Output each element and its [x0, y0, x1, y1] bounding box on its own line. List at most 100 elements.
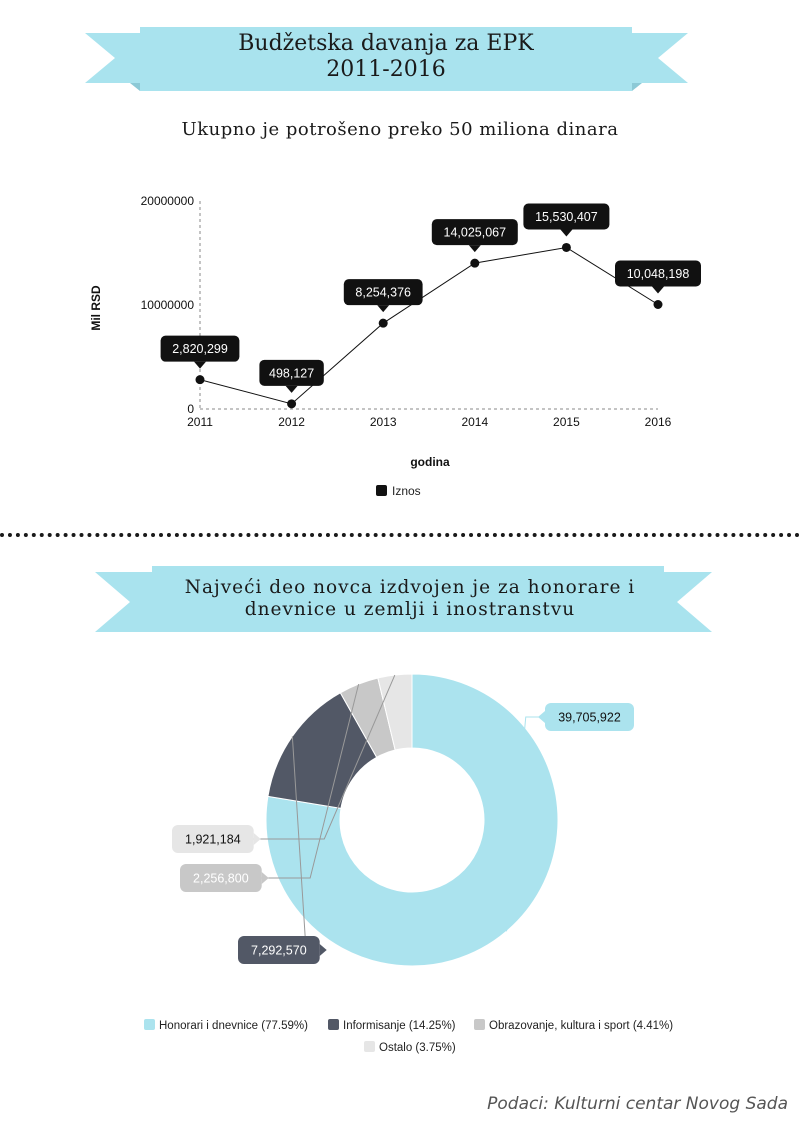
- slice-label-pointer: [538, 711, 545, 723]
- data-label-text: 15,530,407: [535, 210, 598, 224]
- legend-label: Ostalo (3.75%): [379, 1042, 456, 1054]
- data-label-box: [160, 335, 240, 362]
- data-point: [561, 242, 571, 252]
- slice-label-pointer: [261, 872, 269, 884]
- slice-label-box: [238, 936, 320, 964]
- slice-label-connector: [253, 674, 396, 840]
- y-tick-label: 20000000: [141, 194, 195, 208]
- y-tick-label: 10000000: [141, 298, 195, 312]
- top-ribbon-left-tail: [85, 33, 140, 83]
- line-chart-legend-label: Iznos: [392, 484, 421, 498]
- donut-slice: [377, 673, 413, 751]
- page-title: Budžetska davanja za EPK 2011-2016: [140, 31, 632, 83]
- legend-label: Informisanje (14.25%): [343, 1020, 456, 1032]
- middle-ribbon-left-tail: [95, 572, 160, 632]
- slice-label-connector: [261, 683, 360, 879]
- data-point: [378, 318, 388, 328]
- legend-swatch: [364, 1041, 375, 1052]
- x-tick-label: 2013: [370, 415, 397, 429]
- slice-label: 39,705,922: [506, 703, 634, 932]
- page-title-line-2: 2011-2016: [326, 57, 446, 82]
- slice-label-text: 1,921,184: [185, 833, 241, 847]
- data-point: [470, 258, 480, 268]
- line-chart-heading: Ukupno je potrošeno preko 50 miliona din…: [181, 119, 619, 140]
- legend-item: Informisanje (14.25%): [328, 1019, 456, 1032]
- line-chart-grid: [199, 201, 658, 410]
- legend-label: Obrazovanje, kultura i sport (4.41%): [489, 1020, 673, 1032]
- top-ribbon-right-fold: [632, 83, 642, 91]
- top-ribbon: [85, 27, 688, 91]
- data-label-pointer: [285, 385, 298, 393]
- x-tick-label: 2011: [187, 415, 213, 429]
- line-chart-y-axis-label: Mil RSD: [89, 285, 103, 331]
- y-tick-label: 0: [187, 402, 194, 416]
- section-divider: [0, 533, 800, 537]
- slice-label-box: [545, 703, 634, 731]
- slice-label-text: 2,256,800: [193, 872, 249, 886]
- slice-label-pointer: [319, 944, 327, 956]
- line-chart-x-ticks: 2011 2012 2013 2014 2015 2016: [187, 415, 672, 429]
- middle-ribbon-body: [152, 566, 664, 632]
- data-point: [653, 299, 663, 309]
- x-tick-label: 2015: [553, 415, 580, 429]
- data-label-pointer: [377, 305, 390, 313]
- legend-item: Ostalo (3.75%): [364, 1041, 456, 1054]
- legend-swatch: [474, 1019, 485, 1030]
- line-chart-series-line: [199, 246, 659, 405]
- data-label-box: [523, 203, 610, 230]
- data-label-pointer: [194, 361, 206, 369]
- pie-chart-heading-line-2: dnevnice u zemlji i inostranstvu: [244, 599, 576, 620]
- slice-label: 2,256,800: [180, 683, 360, 892]
- data-label-text: 498,127: [269, 366, 314, 380]
- pie-chart-heading: Najveći deo novca izdvojen je za honorar…: [160, 577, 660, 621]
- data-label-text: 8,254,376: [355, 286, 411, 300]
- data-label-pointer: [560, 229, 573, 237]
- data-label-box: [431, 219, 518, 246]
- slice-label-box: [172, 825, 254, 853]
- legend-item: Honorari i dnevnice (77.59%): [144, 1019, 308, 1032]
- slice-label-pointer: [253, 833, 261, 845]
- slice-label-text: 7,292,570: [251, 944, 307, 958]
- top-ribbon-right-tail: [632, 33, 688, 83]
- donut-slices: [265, 673, 559, 967]
- top-ribbon-body: [140, 27, 632, 91]
- top-ribbon-left-fold: [130, 83, 140, 91]
- donut-data-labels: 39,705,922 7,292,570 2,256,800 1,921,184: [172, 674, 634, 964]
- data-label-text: 10,048,198: [627, 267, 690, 281]
- data-label: 14,025,067: [431, 219, 518, 253]
- slice-label-text: 39,705,922: [558, 711, 621, 725]
- data-label-pointer: [468, 245, 481, 253]
- line-chart-legend-swatch: [376, 485, 387, 496]
- pie-chart-heading-line-1: Najveći deo novca izdvojen je za honorar…: [184, 577, 636, 598]
- x-tick-label: 2016: [645, 415, 672, 429]
- data-label-text: 2,820,299: [172, 342, 228, 356]
- donut-legend: Honorari i dnevnice (77.59%) Informisanje…: [144, 1019, 673, 1054]
- slice-label: 1,921,184: [172, 674, 396, 853]
- legend-label: Honorari i dnevnice (77.59%): [159, 1020, 308, 1032]
- middle-ribbon-right-tail: [660, 572, 712, 632]
- data-point: [195, 375, 205, 385]
- source-credit: Podaci: Kulturni centar Novog Sada: [487, 1094, 788, 1114]
- x-tick-label: 2012: [278, 415, 305, 429]
- x-tick-label: 2014: [461, 415, 488, 429]
- data-label-pointer: [652, 286, 664, 294]
- data-label: 10,048,198: [615, 260, 701, 294]
- line-chart-points: [195, 242, 663, 409]
- line-chart-data-labels: 2,820,299 498,127 8,254,376 14,025,067 15,53…: [160, 203, 701, 393]
- data-label-box: [259, 359, 324, 386]
- line-chart-y-ticks: 0 10000000 20000000: [141, 194, 195, 416]
- middle-ribbon: [95, 566, 712, 632]
- data-label: 2,820,299: [160, 335, 240, 369]
- data-label-box: [343, 279, 423, 306]
- data-label-text: 14,025,067: [444, 226, 507, 240]
- data-point: [287, 399, 297, 409]
- line-chart-x-axis-label: godina: [410, 455, 450, 469]
- legend-swatch: [144, 1019, 155, 1030]
- legend-item: Obrazovanje, kultura i sport (4.41%): [474, 1019, 673, 1032]
- donut-chart: 39,705,922 7,292,570 2,256,800 1,921,184 Ho…: [144, 673, 673, 1054]
- data-label: 8,254,376: [343, 279, 423, 313]
- legend-swatch: [328, 1019, 339, 1030]
- data-label: 15,530,407: [523, 203, 610, 237]
- page-title-line-1: Budžetska davanja za EPK: [238, 31, 534, 56]
